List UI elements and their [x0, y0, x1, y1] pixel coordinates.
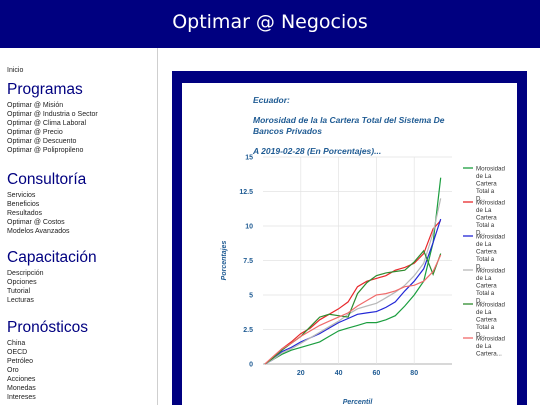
- y-tick-label: 10: [245, 224, 253, 231]
- x-tick-label: 20: [297, 370, 305, 377]
- x-tick-label: 60: [373, 370, 381, 377]
- y-tick-label: 12.5: [239, 189, 253, 196]
- site-title[interactable]: Optimar @ Negocios: [172, 11, 368, 33]
- legend-label: Morosidad de La Cartera Total a D...: [476, 234, 505, 271]
- sidebar-item[interactable]: Tutorial: [7, 288, 31, 295]
- sidebar-item[interactable]: Optimar @ Industria o Sector: [7, 111, 98, 118]
- section-pronosticos: Pronósticos China OECD Petróleo Oro Acci…: [7, 318, 157, 402]
- sidebar-item[interactable]: Optimar @ Descuento: [7, 138, 77, 145]
- section-consultoria: Consultoría Servicios Beneficios Resulta…: [7, 170, 157, 236]
- chart-title-line: A 2019-02-28 (En Porcentajes)...: [253, 146, 382, 156]
- sidebar-item[interactable]: Optimar @ Costos: [7, 219, 65, 226]
- section-title-capacitacion[interactable]: Capacitación: [7, 249, 97, 266]
- line-chart: 0 2.5 5 7.5 10 12.5 15 20 40 60 80 Percentil Porcent…: [221, 155, 505, 405]
- site-header: Optimar @ Negocios: [0, 0, 540, 48]
- sidebar-item[interactable]: OECD: [7, 349, 28, 356]
- sidebar-item[interactable]: Lecturas: [7, 297, 34, 304]
- sidebar-item[interactable]: Beneficios: [7, 201, 40, 208]
- legend-label: Morosidad de La Cartera Total a D...: [476, 268, 505, 305]
- legend-label: Morosidad de La Cartera Total a D...: [476, 200, 505, 237]
- sidebar-item[interactable]: Modelos Avanzados: [7, 228, 70, 235]
- section-title-pronosticos[interactable]: Pronósticos: [7, 319, 88, 336]
- x-tick-label: 40: [335, 370, 343, 377]
- sidebar-item[interactable]: Descripción: [7, 270, 44, 277]
- series-line: [264, 198, 442, 365]
- y-tick-label: 2.5: [243, 327, 253, 334]
- inicio-link[interactable]: Inicio: [7, 67, 24, 74]
- y-tick-label: 5: [249, 293, 253, 300]
- main-content: Ecuador: Morosidad de la la Cartera Tota…: [163, 48, 540, 405]
- legend-label: Morosidad de La Cartera...: [476, 336, 505, 358]
- chart-title-line: Ecuador:: [253, 95, 290, 105]
- y-axis-label: Porcentajes: [221, 241, 228, 281]
- chart-title-line: Morosidad de la la Cartera Total del Sis…: [253, 115, 445, 125]
- series-line: [264, 254, 442, 365]
- section-title-consultoria[interactable]: Consultoría: [7, 171, 87, 188]
- sidebar-item[interactable]: Servicios: [7, 192, 36, 199]
- sidebar-item[interactable]: Oro: [7, 367, 19, 374]
- sidebar-item[interactable]: Acciones: [7, 376, 36, 383]
- x-tick-label: 80: [410, 370, 418, 377]
- sidebar-item[interactable]: Resultados: [7, 210, 43, 217]
- y-tick-label: 7.5: [243, 258, 253, 265]
- chart-container: Ecuador: Morosidad de la la Cartera Tota…: [182, 83, 517, 405]
- section-title-programas[interactable]: Programas: [7, 81, 83, 98]
- sidebar-item[interactable]: Optimar @ Misión: [7, 102, 64, 109]
- section-programas: Programas Optimar @ Misión Optimar @ Ind…: [7, 80, 157, 155]
- series-line: [264, 218, 442, 365]
- sidebar-item[interactable]: China: [7, 340, 26, 347]
- x-axis-label: Percentil: [343, 399, 374, 405]
- legend-label: Morosidad de La Cartera Total a D...: [476, 166, 505, 203]
- sidebar-item[interactable]: Petróleo: [7, 358, 34, 365]
- y-tick-label: 0: [249, 362, 253, 369]
- sidebar-item[interactable]: Optimar @ Polipropileno: [7, 147, 84, 154]
- section-capacitacion: Capacitación Descripción Opciones Tutori…: [7, 248, 157, 305]
- y-tick-label: 15: [245, 155, 253, 162]
- chart-title-line: Bancos Privados: [253, 126, 322, 136]
- sidebar-item[interactable]: Monedas: [7, 385, 36, 392]
- chart-frame: Ecuador: Morosidad de la la Cartera Tota…: [172, 71, 527, 405]
- sidebar-item[interactable]: Intereses: [7, 394, 36, 401]
- legend-label: Morosidad de La Cartera Total a D...: [476, 302, 505, 339]
- sidebar-item[interactable]: Optimar @ Clima Laboral: [7, 120, 87, 127]
- sidebar: Inicio Programas Optimar @ Misión Optima…: [0, 48, 158, 405]
- sidebar-item[interactable]: Optimar @ Precio: [7, 129, 63, 136]
- series-line: [264, 177, 442, 365]
- sidebar-item[interactable]: Opciones: [7, 279, 37, 286]
